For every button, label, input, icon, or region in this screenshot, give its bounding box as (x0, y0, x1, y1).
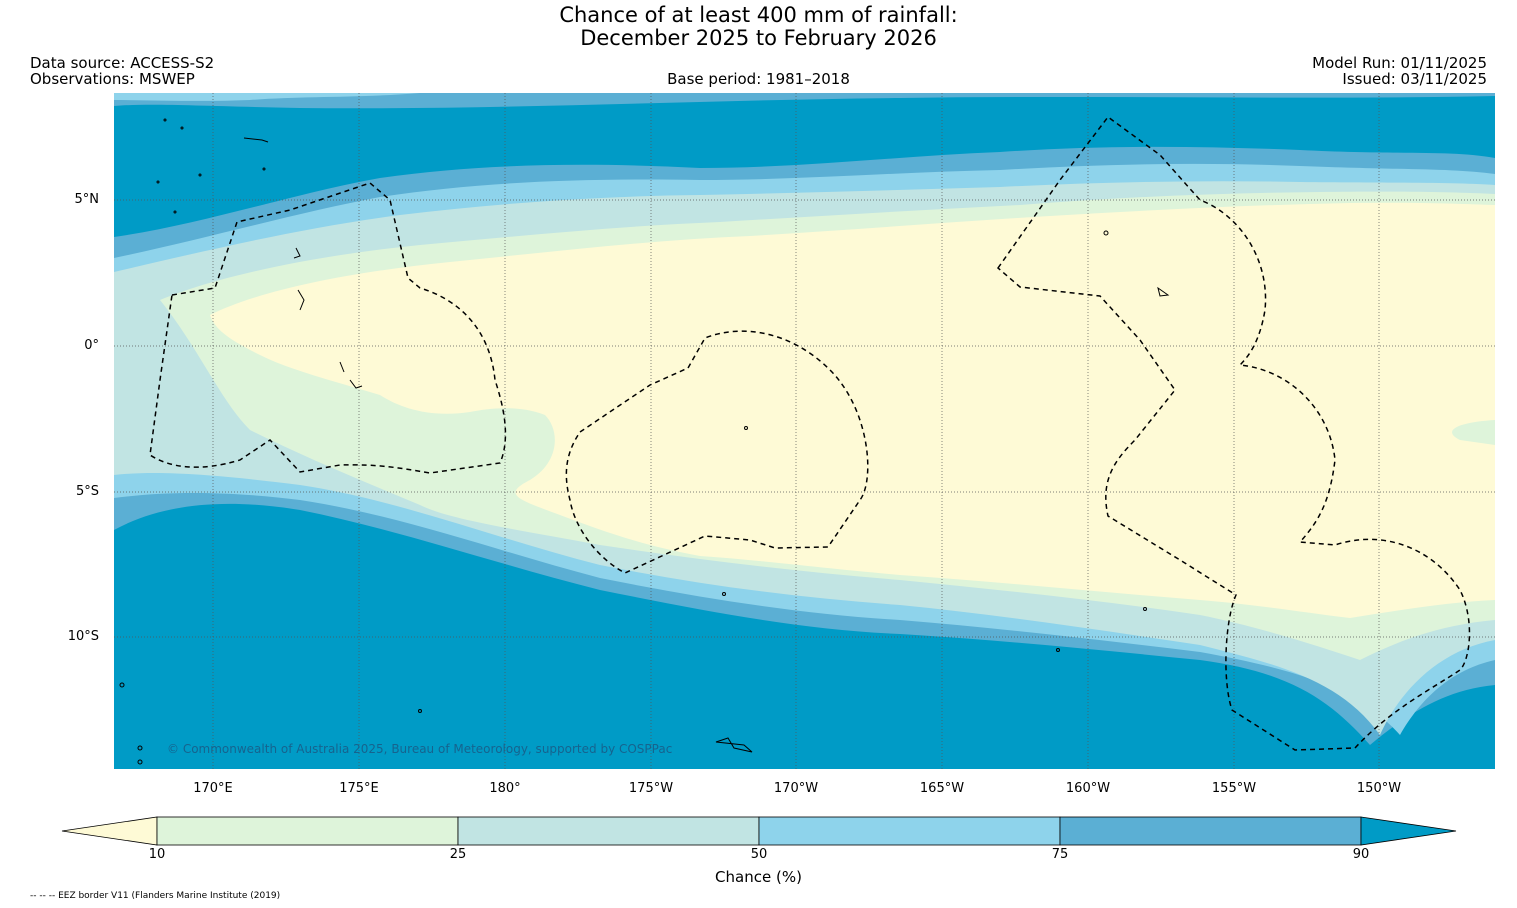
colorbar-label: Chance (%) (715, 868, 802, 886)
title-line-1: Chance of at least 400 mm of rainfall: (559, 3, 958, 27)
title-line-2: December 2025 to February 2026 (580, 26, 937, 50)
eez-borders (149, 115, 1471, 751)
probability-contours (114, 93, 1495, 769)
lon-label-170w: 170°W (773, 781, 819, 796)
lat-label-10s: 10°S (67, 629, 99, 644)
lon-label-150w: 150°W (1356, 781, 1402, 796)
lat-label-0: 0° (84, 338, 99, 353)
lon-label-180: 180° (489, 781, 521, 796)
lon-label-165w: 165°W (919, 781, 965, 796)
eez-footnote: -- -- -- EEZ border V11 (Flanders Marine… (30, 891, 281, 901)
colorbar-tick-75: 75 (1051, 847, 1069, 862)
colorbar-50-75 (758, 816, 1061, 846)
colorbar-10-25 (156, 816, 459, 846)
colorbar-tick-25: 25 (449, 847, 467, 862)
colorbar-tick-10: 10 (148, 847, 166, 862)
colorbar-under-10 (61, 816, 158, 846)
model-run-label: Model Run: 01/11/2025 (1312, 54, 1487, 72)
copyright-notice: © Commonwealth of Australia 2025, Bureau… (167, 742, 673, 756)
band-under-10 (210, 202, 1495, 618)
band-50-75-top (114, 93, 420, 101)
islands (119, 118, 1170, 765)
band-75-90-top (114, 93, 1495, 109)
lon-label-175e: 175°E (339, 781, 379, 796)
eez-phoenix (565, 330, 869, 574)
lon-label-160w: 160°W (1065, 781, 1111, 796)
issued-label: Issued: 03/11/2025 (1342, 70, 1487, 88)
colorbar (61, 816, 1457, 846)
eez-kiribati-gilberts (149, 182, 507, 474)
colorbar-75-90 (1059, 816, 1362, 846)
colorbar-tick-50: 50 (750, 847, 768, 862)
lat-label-5n: 5°N (74, 192, 100, 207)
lon-label-170e: 170°E (193, 781, 233, 796)
lon-label-175w: 175°W (628, 781, 674, 796)
lat-label-5s: 5°S (75, 484, 99, 499)
data-source-label: Data source: ACCESS-S2 (30, 54, 215, 72)
observations-label: Observations: MSWEP (30, 70, 195, 88)
base-period-label: Base period: 1981–2018 (667, 70, 850, 88)
graticule (114, 93, 1495, 769)
colorbar-25-50 (457, 816, 760, 846)
colorbar-tick-90: 90 (1352, 847, 1370, 862)
lon-label-155w: 155°W (1211, 781, 1257, 796)
colorbar-over-90 (1360, 816, 1457, 846)
